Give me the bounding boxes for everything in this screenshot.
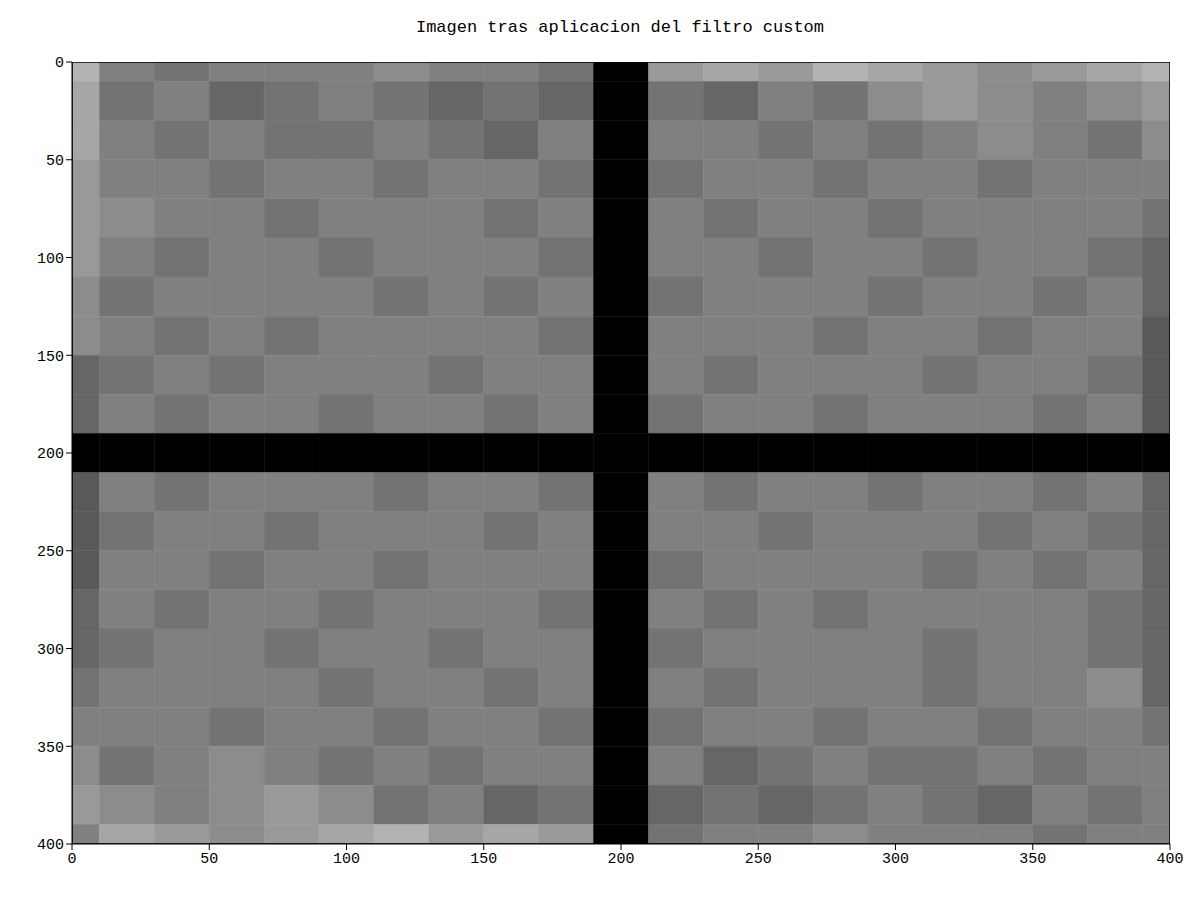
svg-text:400: 400 [37,837,64,854]
svg-text:100: 100 [37,251,64,268]
svg-text:100: 100 [333,851,360,868]
svg-text:250: 250 [37,544,64,561]
svg-text:200: 200 [37,446,64,463]
svg-text:250: 250 [745,851,772,868]
svg-text:200: 200 [607,851,634,868]
svg-text:150: 150 [470,851,497,868]
svg-text:50: 50 [46,153,64,170]
svg-text:300: 300 [882,851,909,868]
svg-text:50: 50 [200,851,218,868]
svg-text:350: 350 [1019,851,1046,868]
svg-text:0: 0 [67,851,76,868]
svg-text:300: 300 [37,642,64,659]
svg-text:400: 400 [1156,851,1183,868]
svg-text:0: 0 [55,55,64,72]
svg-text:150: 150 [37,349,64,366]
html-text:Imagen tras aplicacion del fil: Imagen tras aplicacion del filtro custom [416,18,824,37]
svg-text:350: 350 [37,740,64,757]
